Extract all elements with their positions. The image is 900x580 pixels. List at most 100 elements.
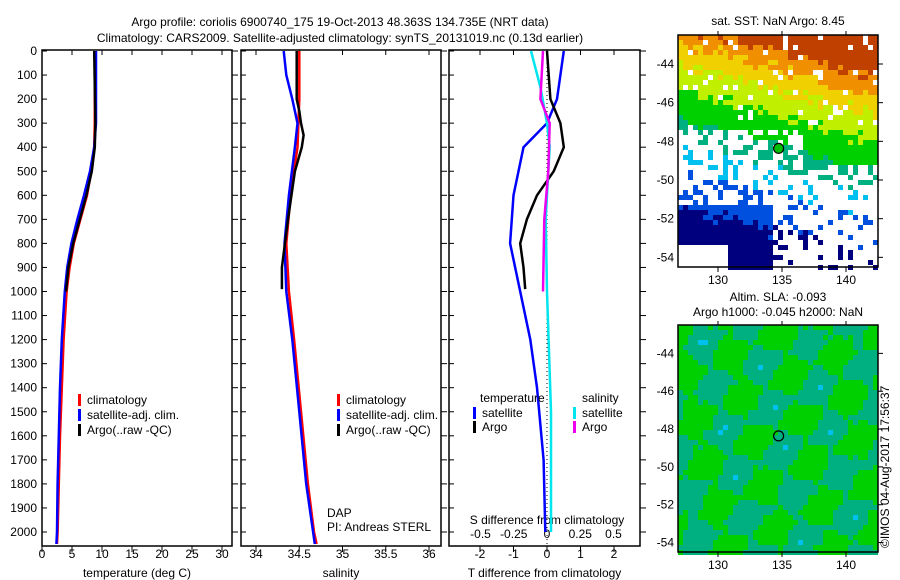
map-cell (868, 95, 873, 100)
map-cell (793, 85, 798, 90)
map-cell (783, 355, 788, 360)
map-cell (763, 210, 768, 215)
map-cell (728, 65, 733, 70)
map-cell (698, 45, 703, 50)
map-cell (788, 480, 793, 485)
map-cell (723, 35, 728, 40)
map-cell (763, 235, 768, 240)
map-cell (778, 345, 783, 350)
map-cell (823, 70, 828, 75)
map-cell (708, 205, 713, 210)
map-cell (838, 210, 843, 215)
map-cell (843, 355, 848, 360)
map-cell (813, 420, 818, 425)
map-cell (733, 420, 738, 425)
map-cell (683, 480, 688, 485)
map-cell (813, 545, 818, 550)
map-cell (778, 525, 783, 530)
map-cell (718, 420, 723, 425)
map-cell (823, 65, 828, 70)
map-cell (828, 470, 833, 475)
x-tick-label: 0 (39, 547, 46, 561)
map-cell (838, 50, 843, 55)
map-cell (733, 460, 738, 465)
map-cell (783, 405, 788, 410)
map-cell (868, 100, 873, 105)
map-cell (848, 470, 853, 475)
map-cell (818, 360, 823, 365)
x-tick-label: 35.5 (374, 547, 398, 561)
map-cell (763, 510, 768, 515)
map-cell (693, 545, 698, 550)
map-cell (853, 35, 858, 40)
map-cell (723, 65, 728, 70)
map-cell (778, 105, 783, 110)
map-cell (803, 385, 808, 390)
map-cell (708, 355, 713, 360)
map-cell (778, 475, 783, 480)
argo-position-marker (773, 430, 785, 442)
map-cell (773, 330, 778, 335)
map-cell (768, 55, 773, 60)
map-cell (763, 60, 768, 65)
map-cell (763, 355, 768, 360)
map-cell (798, 505, 803, 510)
map-cell (768, 75, 773, 80)
map-cell (833, 415, 838, 420)
map-cell (848, 75, 853, 80)
map-cell (778, 50, 783, 55)
map-cell (813, 430, 818, 435)
map-cell (778, 55, 783, 60)
map-cell (703, 405, 708, 410)
map-cell (703, 475, 708, 480)
map-cell (788, 215, 793, 220)
map-cell (753, 375, 758, 380)
map-cell (783, 475, 788, 480)
map-cell (828, 75, 833, 80)
map-cell (753, 370, 758, 375)
map-cell (848, 415, 853, 420)
map-cell (773, 340, 778, 345)
map-cell (853, 80, 858, 85)
credit: ©IMOS 04-Aug-2017 17:56:37 (878, 385, 892, 548)
legend-swatch (78, 424, 81, 436)
map-cell (803, 50, 808, 55)
map-cell (703, 515, 708, 520)
map-cell (853, 135, 858, 140)
map-cell (778, 405, 783, 410)
series-line-satellite-adj-clim- (55, 51, 98, 545)
map-cell (783, 450, 788, 455)
map-cell (788, 380, 793, 385)
map-cell (748, 490, 753, 495)
map-cell (813, 35, 818, 40)
map-cell (698, 515, 703, 520)
map-cell (683, 380, 688, 385)
map-cell (683, 110, 688, 115)
map-cell (808, 130, 813, 135)
map-cell (683, 405, 688, 410)
map-cell (748, 340, 753, 345)
map-cell (713, 240, 718, 245)
map-cell (728, 225, 733, 230)
map-cell (718, 400, 723, 405)
map-cell (683, 340, 688, 345)
map-cell (828, 60, 833, 65)
map-cell (713, 330, 718, 335)
map-cell (688, 485, 693, 490)
map-cell (803, 380, 808, 385)
map-cell (743, 115, 748, 120)
map-cell (748, 520, 753, 525)
map-cell (738, 240, 743, 245)
map-cell (768, 415, 773, 420)
map-cell (708, 400, 713, 405)
map-cell (743, 35, 748, 40)
map-cell (748, 65, 753, 70)
map-cell (788, 145, 793, 150)
map-cell (738, 250, 743, 255)
map-cell (728, 360, 733, 365)
map-cell (763, 150, 768, 155)
map-cell (848, 425, 853, 430)
map-cell (868, 65, 873, 70)
map-cell (683, 535, 688, 540)
map-cell (778, 130, 783, 135)
